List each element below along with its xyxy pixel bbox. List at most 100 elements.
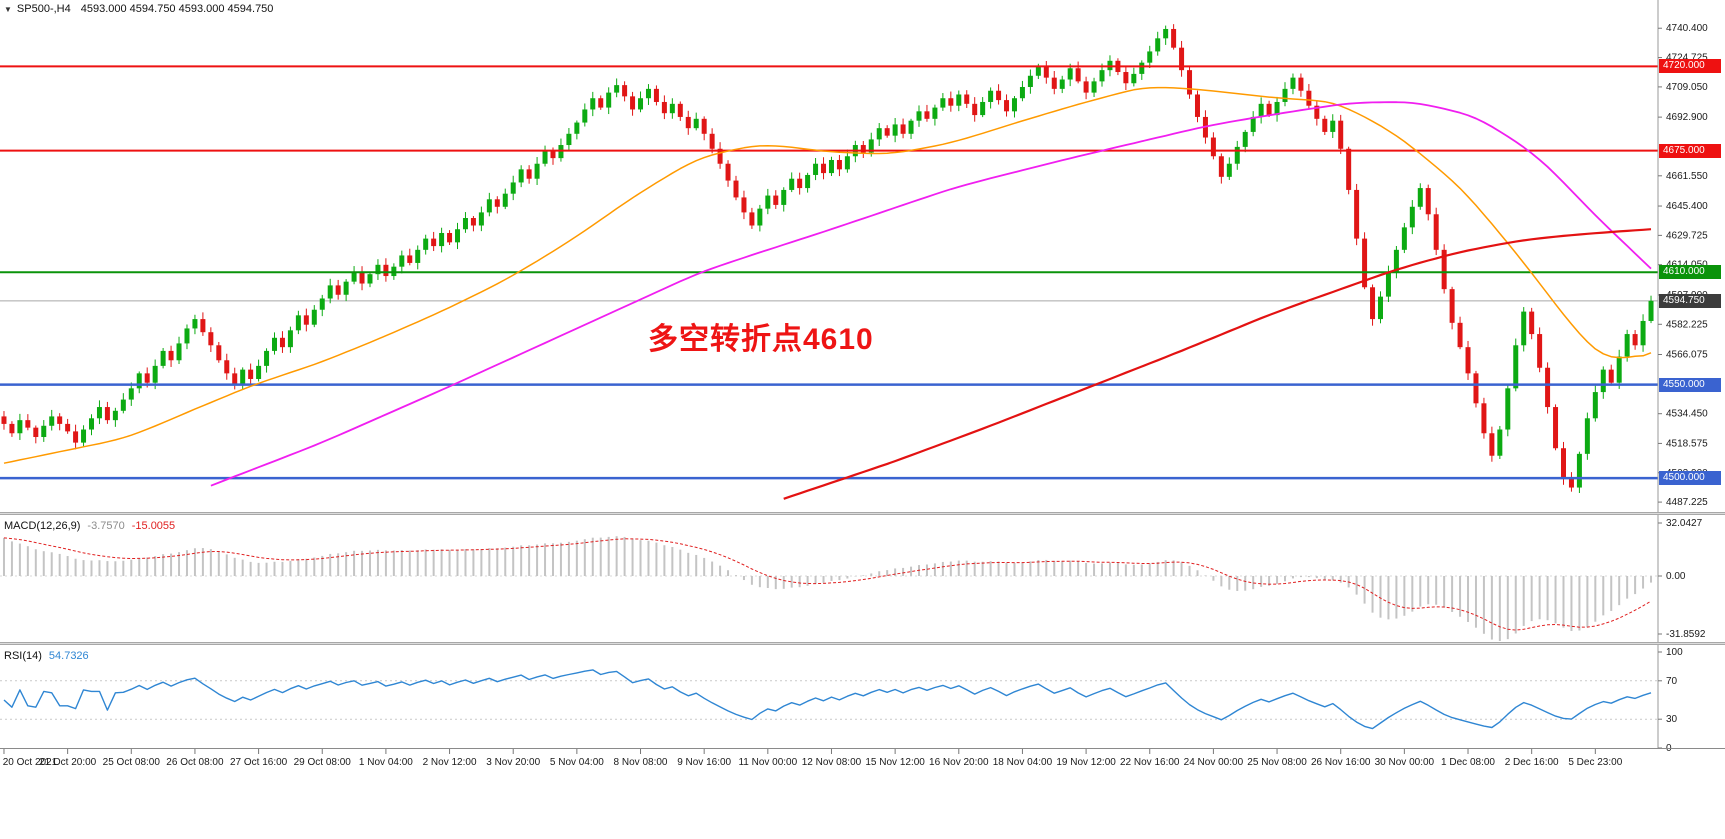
candle-body [510, 182, 516, 194]
time-tick-label[interactable]: 3 Nov 20:00 [486, 757, 540, 768]
candle-body [1648, 300, 1654, 321]
time-tick-label[interactable]: 27 Oct 16:00 [230, 757, 288, 768]
candle-body [1616, 356, 1622, 383]
candle-body [415, 249, 421, 263]
macd-panel [0, 536, 1658, 641]
candle-body [1409, 206, 1415, 228]
time-tick-label[interactable]: 30 Nov 00:00 [1375, 757, 1435, 768]
time-tick-label[interactable]: 2 Dec 16:00 [1505, 757, 1559, 768]
time-tick-label[interactable]: 5 Nov 04:00 [550, 757, 604, 768]
candle-body [1194, 94, 1200, 117]
candle-body [1433, 214, 1439, 250]
candle-body [136, 373, 142, 389]
candle-body [192, 319, 198, 329]
time-tick-label[interactable]: 2 Nov 12:00 [423, 757, 477, 768]
candle-body [33, 427, 39, 438]
price-tick-label: 4709.050 [1666, 82, 1708, 93]
candle-body [9, 423, 15, 434]
candle-body [860, 145, 866, 153]
candle-body [1545, 367, 1551, 408]
time-tick-label[interactable]: 1 Nov 04:00 [359, 757, 413, 768]
candle-body [884, 128, 890, 136]
candle-body [900, 124, 906, 134]
candle-body [789, 178, 795, 190]
candle-body [447, 232, 453, 243]
candle-body [725, 163, 731, 181]
time-tick-label[interactable]: 19 Nov 12:00 [1056, 757, 1116, 768]
candle-body [1004, 100, 1010, 112]
time-tick-label[interactable]: 22 Nov 16:00 [1120, 757, 1180, 768]
candle-body [455, 229, 461, 243]
candle-body [1075, 68, 1081, 82]
rsi-line [3, 669, 1652, 730]
candle-body [264, 350, 270, 366]
time-tick-label[interactable]: 26 Nov 16:00 [1311, 757, 1371, 768]
candle-body [494, 199, 500, 207]
time-tick-label[interactable]: 12 Nov 08:00 [802, 757, 862, 768]
time-tick-label[interactable]: 26 Oct 08:00 [166, 757, 224, 768]
price-tick-label: 4614.050 [1666, 260, 1708, 271]
candle-body [542, 150, 548, 164]
candle-body [1370, 287, 1376, 320]
candle-body [343, 281, 349, 295]
time-tick-label[interactable]: 15 Nov 12:00 [865, 757, 925, 768]
candle-body [1592, 392, 1598, 419]
candle-body [677, 103, 683, 117]
price-tick-label: 4518.575 [1666, 438, 1708, 449]
candle-body [1218, 156, 1224, 177]
time-tick-label[interactable]: 24 Nov 00:00 [1184, 757, 1244, 768]
ma-mid-magenta [210, 101, 1652, 487]
candle-body [876, 128, 882, 140]
candle-body [972, 103, 978, 116]
candle-body [73, 431, 79, 443]
candle-body [781, 189, 787, 205]
candle-body [1250, 116, 1256, 132]
candle-body [1346, 148, 1352, 190]
time-tick-label[interactable]: 5 Dec 23:00 [1568, 757, 1622, 768]
time-tick-label[interactable]: 25 Oct 08:00 [103, 757, 161, 768]
candle-body [1505, 388, 1511, 430]
candle-body [351, 272, 357, 282]
candle-body [1425, 188, 1431, 215]
candle-body [1553, 407, 1559, 449]
time-tick-label[interactable]: 11 Nov 00:00 [738, 757, 797, 768]
candle-body [168, 350, 174, 361]
candle-body [1457, 322, 1463, 348]
time-tick-label[interactable]: 25 Nov 08:00 [1247, 757, 1307, 768]
candle-body [996, 90, 1002, 101]
ma-slow-red [783, 228, 1652, 500]
candle-body [1584, 418, 1590, 454]
candle-body [614, 85, 620, 93]
candle-body [685, 116, 691, 129]
candle-body [1179, 47, 1185, 71]
time-tick-label[interactable]: 16 Nov 20:00 [929, 757, 989, 768]
time-tick-label[interactable]: 18 Nov 04:00 [993, 757, 1053, 768]
candle-body [1632, 334, 1638, 346]
candle-body [25, 420, 31, 428]
time-tick-label[interactable]: 29 Oct 08:00 [294, 757, 352, 768]
candle-body [813, 163, 819, 175]
time-tick-label[interactable]: 8 Nov 08:00 [614, 757, 668, 768]
candle-body [1449, 289, 1455, 323]
candle-body [1027, 75, 1033, 87]
candle-body [1377, 296, 1383, 320]
candle-body [1338, 120, 1344, 149]
candle-body [232, 373, 238, 385]
candle-body [1011, 98, 1017, 112]
price-tick-label: 4597.900 [1666, 290, 1708, 301]
rsi-tick-label: 70 [1666, 676, 1678, 687]
candle-body [1242, 131, 1248, 147]
candle-body [112, 410, 118, 421]
time-tick-label[interactable]: 9 Nov 16:00 [677, 757, 731, 768]
candle-body [598, 98, 604, 108]
time-tick-label[interactable]: 20 Oct 2021 [3, 757, 58, 768]
time-tick-label[interactable]: 21 Oct 20:00 [39, 757, 97, 768]
rsi-tick-label: 30 [1666, 714, 1678, 725]
candle-body [980, 101, 986, 116]
ma-fast-orange [3, 86, 1652, 464]
candle-body [407, 255, 413, 263]
macd-tick-label: 0.00 [1666, 571, 1686, 582]
rsi-panel [0, 669, 1658, 730]
time-tick-label[interactable]: 1 Dec 08:00 [1441, 757, 1495, 768]
